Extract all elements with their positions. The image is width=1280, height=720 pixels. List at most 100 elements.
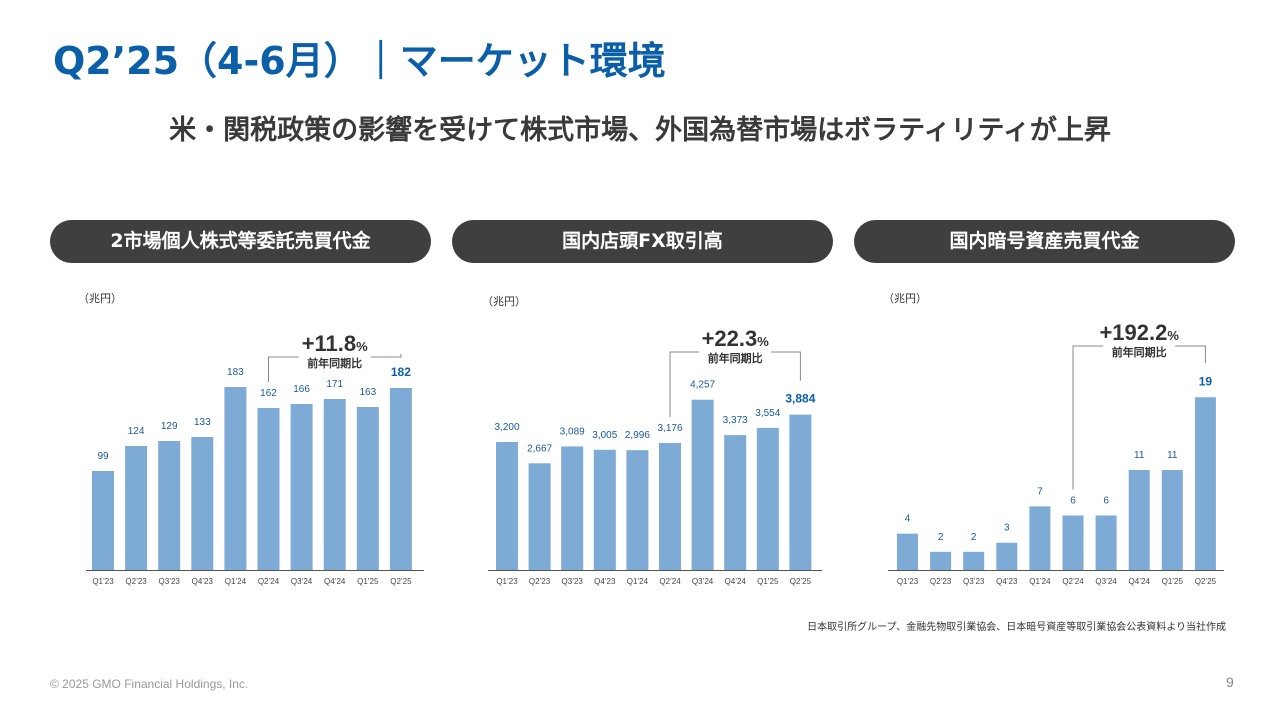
growth-value: +11.8% — [302, 331, 368, 356]
bar — [224, 387, 247, 570]
data-label: 2 — [938, 532, 944, 543]
x-tick-label: Q2’24 — [659, 577, 681, 586]
data-label: 3,089 — [560, 426, 585, 437]
bar — [724, 435, 747, 570]
copyright: © 2025 GMO Financial Holdings, Inc. — [50, 677, 249, 691]
x-tick-label: Q1’24 — [225, 577, 247, 586]
bar — [528, 463, 551, 570]
x-tick-label: Q2’23 — [529, 577, 551, 586]
data-label: 11 — [1134, 450, 1145, 461]
x-tick-label: Q1’25 — [757, 577, 779, 586]
source-note: 日本取引所グループ、金融先物取引業協会、日本暗号資産等取引業協会公表資料より当社… — [807, 622, 1226, 633]
bar — [659, 442, 681, 570]
data-label: 129 — [161, 421, 178, 432]
unit-label: （兆円） — [482, 295, 526, 308]
bar — [963, 551, 985, 570]
page-title: Q2’25（4-6月）｜マーケット環境 — [53, 39, 666, 83]
bar — [593, 449, 616, 570]
data-label: 2,996 — [625, 430, 650, 441]
annotation-bracket — [669, 351, 801, 417]
data-label: 3 — [1004, 523, 1010, 534]
data-label: 7 — [1037, 486, 1043, 497]
data-label: 3,005 — [592, 430, 617, 441]
x-tick-label: Q4’23 — [996, 577, 1018, 586]
data-label: 99 — [97, 451, 109, 462]
chart-title-stock: 2市場個人株式等委託売買代金 — [50, 220, 431, 263]
data-label: 133 — [194, 417, 211, 428]
x-tick-label: Q4’24 — [725, 577, 747, 586]
unit-label: （兆円） — [78, 292, 122, 305]
chart-title-fx: 国内店頭FX取引高 — [452, 220, 833, 263]
data-label: 6 — [1070, 495, 1076, 506]
bar — [356, 407, 379, 570]
x-tick-label: Q2’25 — [1195, 577, 1217, 586]
x-tick-label: Q1’25 — [1162, 577, 1184, 586]
x-tick-label: Q3’23 — [963, 577, 985, 586]
annotation-bracket — [1072, 345, 1206, 490]
x-tick-label: Q3’24 — [692, 577, 714, 586]
bar — [691, 399, 714, 570]
x-tick-label: Q4’24 — [324, 577, 346, 586]
bar — [756, 427, 779, 570]
x-tick-label: Q1’25 — [357, 577, 379, 586]
bar — [1095, 515, 1117, 570]
bar — [789, 414, 812, 570]
data-label: 6 — [1103, 495, 1109, 506]
bar — [290, 404, 313, 570]
data-label: 182 — [391, 365, 411, 379]
growth-value: +192.2% — [1099, 320, 1179, 345]
bar — [389, 388, 412, 570]
data-label: 124 — [128, 426, 145, 437]
x-tick-label: Q3’23 — [562, 577, 584, 586]
x-tick-label: Q3’24 — [1095, 577, 1117, 586]
chart-title-crypto: 国内暗号資産売買代金 — [854, 220, 1235, 263]
data-label: 11 — [1167, 450, 1178, 461]
growth-label: 前年同期比 — [1112, 345, 1167, 359]
bar — [930, 551, 952, 570]
data-label: 3,373 — [723, 415, 748, 426]
data-label: 2,667 — [527, 443, 552, 454]
data-label: 3,554 — [755, 408, 780, 419]
growth-label: 前年同期比 — [307, 356, 362, 370]
data-label: 4 — [905, 514, 911, 525]
x-tick-label: Q1’24 — [1029, 577, 1051, 586]
data-label: 166 — [293, 384, 310, 395]
bar — [1029, 506, 1051, 570]
data-label: 3,200 — [494, 422, 519, 433]
bar — [158, 441, 181, 570]
bar — [1161, 470, 1183, 570]
x-tick-label: Q1’23 — [92, 577, 114, 586]
data-label: 183 — [227, 367, 244, 378]
bar — [561, 446, 584, 570]
x-tick-label: Q2’24 — [258, 577, 280, 586]
data-label: 162 — [260, 388, 277, 399]
x-tick-label: Q4’23 — [192, 577, 214, 586]
x-tick-label: Q4’23 — [594, 577, 616, 586]
unit-label: （兆円） — [883, 292, 927, 305]
data-label: 3,176 — [657, 423, 682, 434]
data-label: 19 — [1199, 374, 1213, 388]
bar — [897, 533, 918, 570]
bar — [1194, 397, 1216, 570]
x-tick-label: Q4’24 — [1129, 577, 1151, 586]
bar — [191, 437, 214, 570]
x-tick-label: Q3’23 — [159, 577, 181, 586]
bar — [626, 450, 649, 570]
page-number: 9 — [1226, 674, 1234, 690]
bar — [1062, 515, 1084, 570]
bar — [92, 471, 114, 570]
bar — [496, 442, 518, 570]
x-tick-label: Q2’23 — [930, 577, 952, 586]
x-tick-label: Q3’24 — [291, 577, 313, 586]
bar — [323, 399, 346, 570]
bar — [996, 542, 1018, 570]
growth-label: 前年同期比 — [708, 351, 763, 365]
x-tick-label: Q2’25 — [790, 577, 812, 586]
x-tick-label: Q1’23 — [496, 577, 518, 586]
x-tick-label: Q1’23 — [897, 577, 919, 586]
bar — [257, 408, 280, 570]
data-label: 171 — [326, 379, 343, 390]
page-subtitle: 米・関税政策の影響を受けて株式市場、外国為替市場はボラティリティが上昇 — [169, 115, 1111, 146]
x-tick-label: Q2’25 — [390, 577, 412, 586]
